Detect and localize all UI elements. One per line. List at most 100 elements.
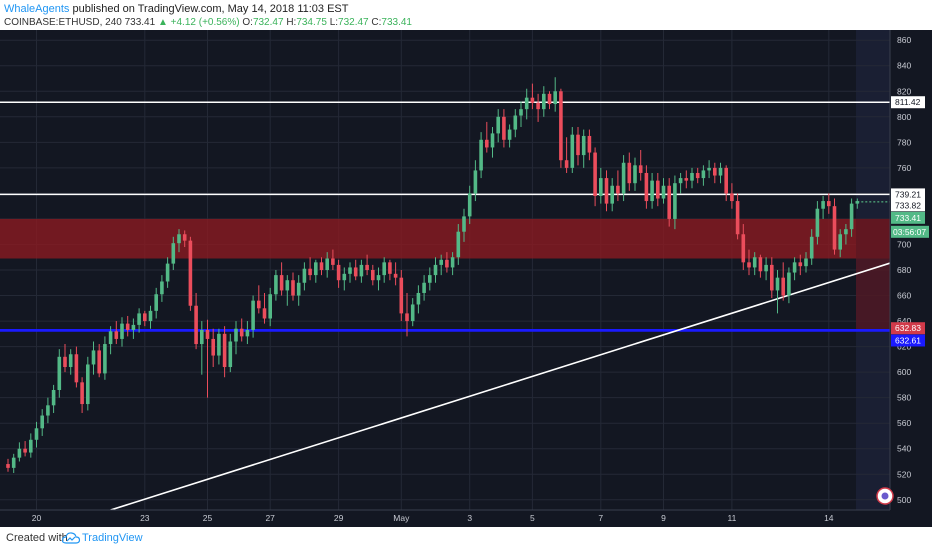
candle-body	[747, 262, 751, 268]
candle-body	[154, 294, 158, 311]
high-value: 734.75	[296, 17, 327, 28]
chart-background	[0, 30, 932, 527]
y-tick-label: 660	[897, 291, 911, 301]
candle-body	[513, 115, 518, 130]
candle-body	[46, 405, 50, 416]
candle-body	[462, 216, 466, 232]
candle-body	[171, 243, 176, 264]
candle-body	[570, 134, 575, 168]
y-tick-label: 760	[897, 163, 911, 173]
candle-body	[502, 116, 506, 140]
candle-body	[336, 264, 341, 281]
candle-body	[815, 208, 820, 237]
candle-body	[91, 350, 96, 365]
candle-body	[849, 203, 854, 230]
candle-body	[741, 234, 746, 263]
price-chart[interactable]: 5005205405605806006206406606807007207407…	[0, 30, 932, 527]
candle-body	[730, 193, 734, 202]
candle-body	[690, 172, 694, 181]
candle-body	[148, 310, 153, 322]
y-tick-label: 800	[897, 112, 911, 122]
candle-body	[268, 294, 272, 319]
published-text: published on TradingView.com, May 14, 20…	[72, 3, 349, 15]
y-tick-label: 620	[897, 342, 911, 352]
last-price-text: 733.41	[124, 17, 156, 28]
candle-body	[792, 262, 797, 273]
candle-body	[809, 236, 814, 259]
low-value: 732.47	[338, 17, 369, 28]
candle-body	[821, 201, 825, 209]
publish-line: WhaleAgents published on TradingView.com…	[4, 3, 349, 15]
candle-body	[86, 364, 90, 405]
symbol-label: COINBASE:ETHUSD, 240	[4, 17, 122, 28]
change-text: +4.12 (+0.56%)	[170, 17, 240, 28]
candle-body	[177, 234, 181, 244]
candle-body	[194, 305, 198, 345]
candle-body	[621, 162, 626, 194]
ohlc-line: COINBASE:ETHUSD, 240 733.41 ▲ +4.12 (+0.…	[4, 17, 412, 28]
candle-body	[228, 341, 233, 368]
candle-body	[376, 275, 381, 281]
candle-body	[23, 448, 27, 453]
candle-body	[530, 97, 535, 103]
second-price-bg	[891, 199, 925, 212]
candle-body	[490, 133, 495, 148]
candle-body	[713, 167, 717, 176]
candle-body	[393, 273, 398, 278]
x-tick-label: 14	[824, 513, 834, 523]
publish-header: WhaleAgents published on TradingView.com…	[0, 0, 932, 30]
candle-body	[239, 328, 244, 337]
candle-body	[80, 382, 84, 405]
level-label-support-lower: 632.61	[895, 335, 921, 345]
candle-body	[51, 390, 56, 406]
projection-zone	[856, 218, 890, 331]
candle-body	[479, 139, 483, 171]
x-tick-label: 27	[265, 513, 275, 523]
y-tick-label: 500	[897, 495, 911, 505]
candle-body	[804, 258, 808, 267]
low-label: L:	[329, 17, 339, 28]
level-label-bg-resistance	[891, 96, 925, 109]
level-label-resistance: 811.42	[895, 97, 921, 107]
candle-body	[433, 264, 438, 276]
candle-body	[211, 338, 215, 356]
y-tick-label: 600	[897, 367, 911, 377]
level-label-support-upper: 632.83	[895, 323, 921, 333]
candle-body	[718, 167, 723, 176]
candle-body	[576, 134, 580, 156]
candle-body	[599, 178, 603, 196]
candle-body	[633, 165, 637, 184]
price-axis[interactable]	[890, 30, 932, 527]
candle-body	[74, 354, 79, 383]
candle-body	[553, 91, 557, 105]
candle-body	[279, 275, 284, 291]
level-label-bg-support-lower	[891, 334, 925, 347]
candle-body	[775, 277, 780, 291]
candle-body	[735, 201, 740, 235]
candle-body	[29, 439, 33, 453]
candle-body	[519, 109, 523, 116]
tradingview-brand[interactable]: TradingView	[82, 532, 143, 544]
candle-body	[11, 457, 16, 468]
candle-body	[456, 231, 461, 258]
candle-body	[752, 257, 757, 268]
time-axis[interactable]	[0, 510, 932, 527]
x-tick-label: 9	[661, 513, 666, 523]
candle-body	[353, 267, 358, 277]
trendline-layer	[110, 256, 909, 511]
candle-body	[827, 201, 831, 207]
candle-body	[684, 178, 689, 181]
candle-body	[781, 277, 785, 296]
y-tick-label: 520	[897, 469, 911, 479]
candle-body	[365, 264, 369, 270]
author-link[interactable]: WhaleAgents	[4, 3, 70, 15]
change-arrow-icon: ▲	[157, 17, 168, 28]
candle-body	[63, 356, 67, 368]
settings-icon[interactable]	[876, 487, 894, 505]
candle-body	[103, 344, 107, 374]
candle-body	[855, 201, 860, 204]
x-tick-label: 20	[32, 513, 42, 523]
x-tick-label: 11	[727, 513, 736, 523]
candle-body	[325, 258, 329, 270]
supply-zone	[0, 218, 890, 259]
